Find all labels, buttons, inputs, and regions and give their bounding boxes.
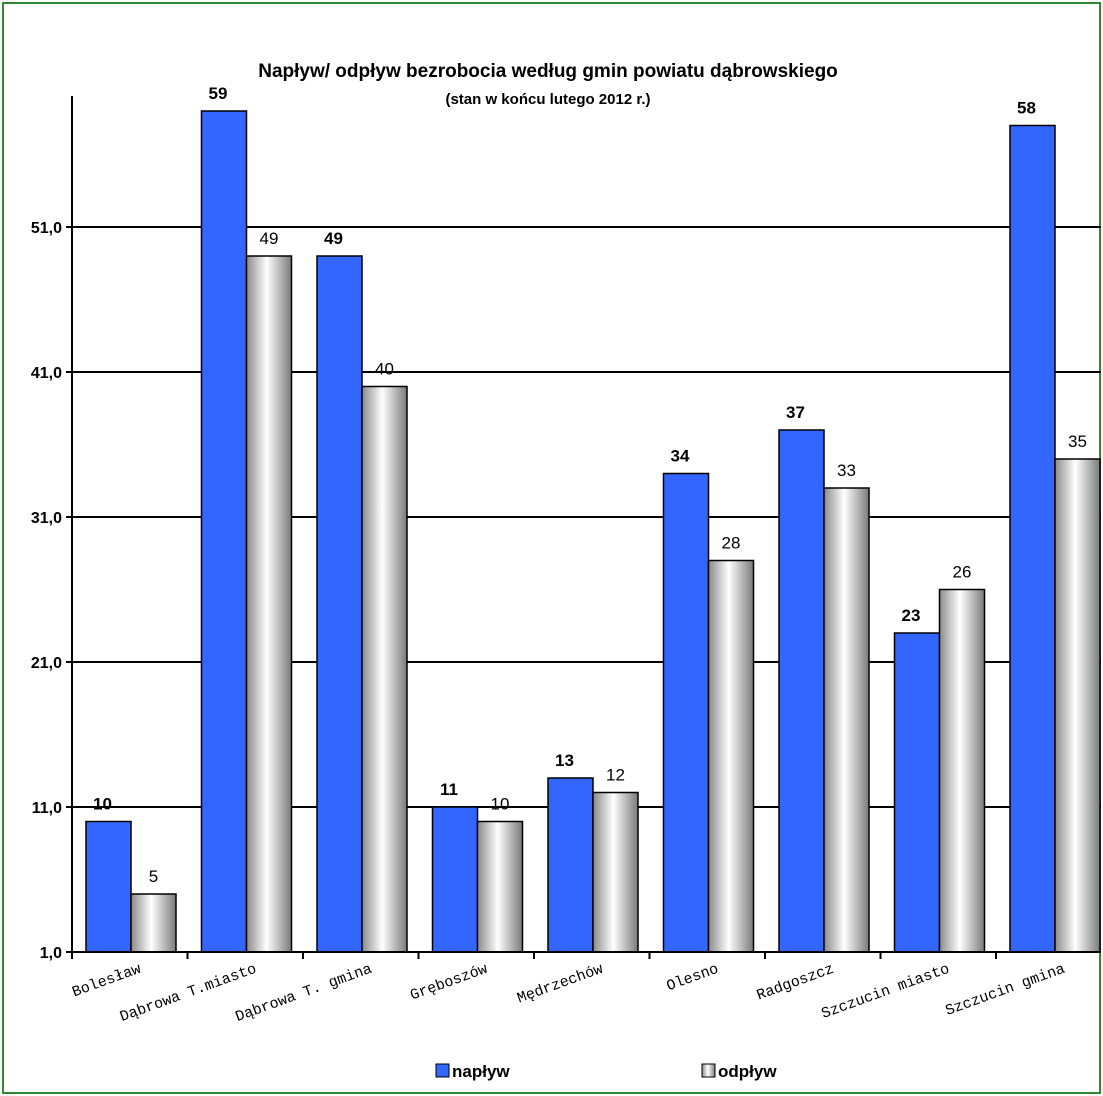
bar-naplyw-8 [1009,124,1056,953]
label-odplyw-4: 12 [606,766,625,785]
bar-naplyw-4 [547,777,594,953]
label-odplyw-5: 28 [722,534,741,553]
x-tick-label: Gręboszów [408,961,490,1005]
label-odplyw-1: 49 [260,229,279,248]
bar-odplyw-0 [130,893,177,953]
label-odplyw-8: 35 [1068,432,1087,451]
data-labels: 10 59 49 11 13 34 37 23 58 5 49 40 10 12 28 33 26 35 [93,84,1087,886]
legend: napływ odpływ [435,1062,777,1081]
label-odplyw-3: 10 [491,795,510,814]
label-naplyw-4: 13 [555,751,574,770]
legend-swatch-naplyw [435,1063,450,1078]
x-tick-label: Radgoszcz [755,961,837,1005]
chart-title: Napływ/ odpływ bezrobocia według gmin po… [258,61,838,82]
chart-subtitle: (stan w końcu lutego 2012 r.) [445,91,650,108]
y-tick-label: 41,0 [31,365,62,382]
bar-odplyw-1 [245,255,293,953]
bar-naplyw-2 [316,255,363,953]
x-tick-label: Szczucin gmina [943,961,1067,1020]
bar-naplyw-6 [778,429,825,953]
y-tick-label: 1,0 [40,945,62,962]
label-odplyw-6: 33 [837,461,856,480]
x-tick-label: Olesno [664,961,721,995]
label-odplyw-7: 26 [953,563,972,582]
legend-swatch-odplyw [701,1063,716,1078]
bar-odplyw-3 [476,820,524,953]
bar-odplyw-5 [707,559,755,953]
label-naplyw-5: 34 [671,447,690,466]
bar-naplyw-0 [85,820,132,953]
bar-odplyw-7 [938,588,986,953]
label-naplyw-2: 49 [324,229,343,248]
label-naplyw-0: 10 [93,795,112,814]
y-tick-label: 21,0 [31,655,62,672]
bars [85,110,1101,953]
legend-label-naplyw: napływ [452,1062,510,1081]
y-tick-label: 31,0 [31,510,62,527]
bar-naplyw-1 [200,110,248,953]
label-odplyw-0: 5 [149,867,158,886]
label-naplyw-7: 23 [902,606,921,625]
bar-naplyw-5 [662,472,710,953]
y-tick-label: 11,0 [32,800,62,817]
legend-label-odplyw: odpływ [718,1062,777,1081]
y-tick-label: 51,0 [31,220,62,237]
x-tick-label: Szczucin miasto [819,961,952,1023]
label-naplyw-3: 11 [440,780,458,799]
label-naplyw-1: 59 [209,84,228,103]
label-naplyw-6: 37 [786,403,805,422]
bar-naplyw-7 [893,632,941,953]
x-tick-label: Mędrzechów [515,961,605,1008]
x-tick-label: Bolesław [70,961,143,1002]
label-naplyw-8: 58 [1017,99,1036,118]
label-odplyw-2: 40 [375,360,394,379]
bar-odplyw-2 [361,385,408,953]
bar-odplyw-8 [1054,458,1101,953]
bar-odplyw-4 [592,791,639,953]
bar-naplyw-3 [431,806,479,953]
bar-odplyw-6 [823,487,870,953]
